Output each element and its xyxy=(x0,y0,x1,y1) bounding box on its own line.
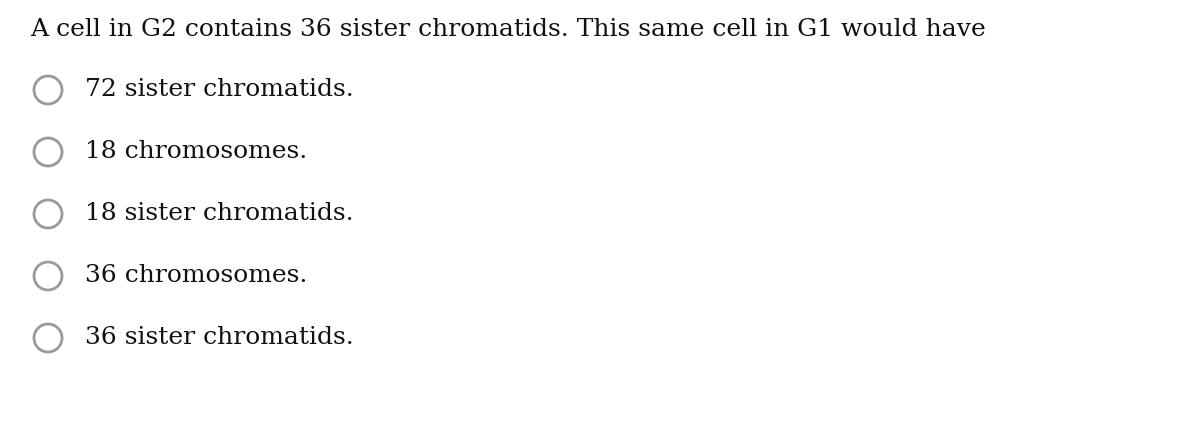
Text: A cell in G2 contains 36 sister chromatids. This same cell in G1 would have: A cell in G2 contains 36 sister chromati… xyxy=(30,18,985,41)
Circle shape xyxy=(34,200,62,228)
Text: 36 chromosomes.: 36 chromosomes. xyxy=(85,264,307,288)
Circle shape xyxy=(34,138,62,166)
Text: 18 chromosomes.: 18 chromosomes. xyxy=(85,141,307,163)
Circle shape xyxy=(34,262,62,290)
Text: 72 sister chromatids.: 72 sister chromatids. xyxy=(85,78,354,101)
Text: 36 sister chromatids.: 36 sister chromatids. xyxy=(85,327,354,349)
Text: 18 sister chromatids.: 18 sister chromatids. xyxy=(85,203,354,226)
Circle shape xyxy=(34,324,62,352)
Circle shape xyxy=(34,76,62,104)
